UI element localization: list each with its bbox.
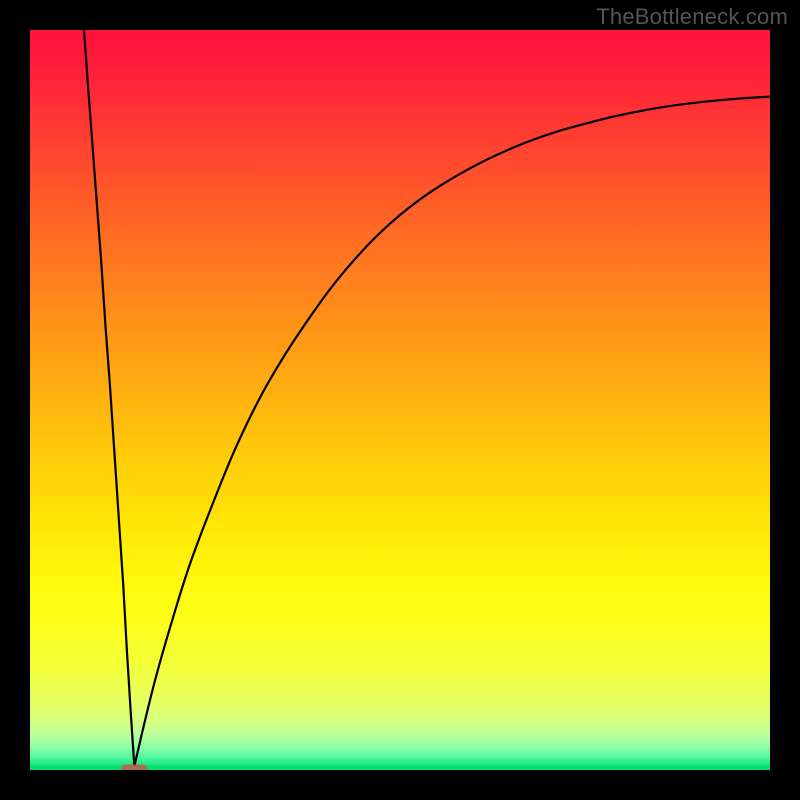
chart-container: TheBottleneck.com <box>0 0 800 800</box>
plot-background-gradient <box>30 30 770 770</box>
bottleneck-chart <box>0 0 800 800</box>
watermark-text: TheBottleneck.com <box>596 4 788 30</box>
